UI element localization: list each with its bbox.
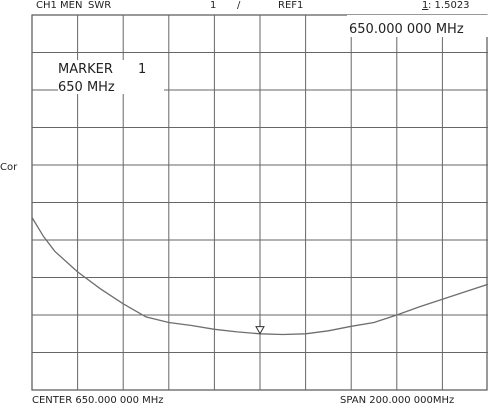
- marker-1-triangle[interactable]: [255, 326, 265, 335]
- span-label: SPAN 200.000 000MHz: [340, 395, 454, 406]
- graticule: [31, 14, 488, 391]
- marker-readout: : 1.5023: [428, 0, 470, 11]
- freq-readout-box: [347, 15, 488, 37]
- marker-index-label: 1: [422, 0, 428, 11]
- channel-label: CH1 MEN: [36, 0, 82, 11]
- marker-info-box: [58, 60, 164, 94]
- scale-div-label: 1: [210, 0, 216, 11]
- swr-trace-line: [31, 217, 488, 336]
- marker-frequency: 650 MHz: [58, 80, 115, 95]
- freq-readout: 650.000 000 MHz: [349, 22, 464, 37]
- marker-title: MARKER: [58, 62, 113, 77]
- trace-layer: [31, 217, 488, 336]
- scale-separator: /: [237, 0, 241, 11]
- center-frequency-label: CENTER 650.000 000 MHz: [32, 395, 164, 406]
- format-label: SWR: [88, 0, 111, 11]
- correction-label: Cor: [0, 162, 18, 173]
- reference-label: REF1: [278, 0, 303, 11]
- marker-number: 1: [138, 62, 146, 77]
